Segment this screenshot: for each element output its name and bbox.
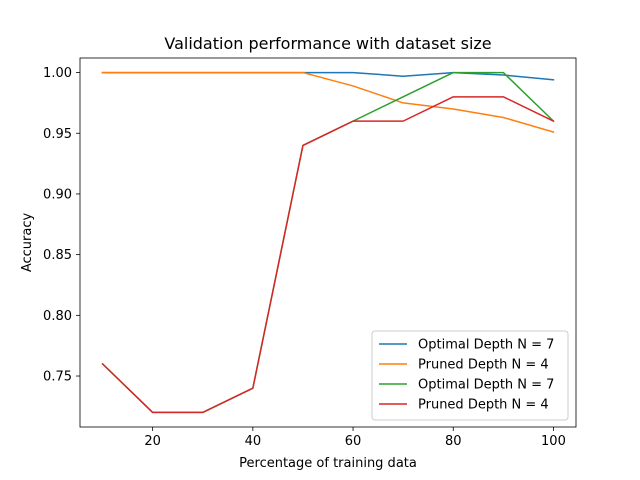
y-tick-label: 0.85 bbox=[43, 248, 72, 263]
y-axis: 0.75 0.80 0.85 0.90 0.95 1.00 bbox=[43, 66, 80, 385]
series-line-2 bbox=[101, 71, 555, 133]
x-tick-label: 40 bbox=[245, 434, 262, 449]
legend-label-2: Pruned Depth N = 4 bbox=[418, 358, 549, 373]
x-tick-label: 100 bbox=[541, 434, 566, 449]
chart-title: Validation performance with dataset size bbox=[164, 34, 491, 53]
plot-frame bbox=[79, 57, 577, 428]
series-line-4 bbox=[101, 96, 555, 414]
x-tick-label: 20 bbox=[144, 434, 161, 449]
legend-label-3: Optimal Depth N = 7 bbox=[418, 378, 554, 393]
x-axis-label: Percentage of training data bbox=[239, 456, 417, 471]
y-tick-label: 1.00 bbox=[43, 66, 72, 81]
legend-label-1: Optimal Depth N = 7 bbox=[418, 338, 554, 353]
legend-label-4: Pruned Depth N = 4 bbox=[418, 398, 549, 413]
x-axis: 20 40 60 80 100 bbox=[144, 427, 566, 449]
y-tick-label: 0.95 bbox=[43, 127, 72, 142]
y-axis-label: Accuracy bbox=[20, 213, 35, 273]
legend: Optimal Depth N = 7 Pruned Depth N = 4 Opt… bbox=[371, 330, 569, 421]
legend-box bbox=[371, 330, 569, 421]
x-tick-label: 80 bbox=[445, 434, 462, 449]
y-tick-label: 0.75 bbox=[43, 370, 72, 385]
x-tick-label: 60 bbox=[345, 434, 362, 449]
series-layer bbox=[101, 71, 555, 414]
y-tick-label: 0.80 bbox=[43, 309, 72, 324]
y-tick-label: 0.90 bbox=[43, 187, 72, 202]
